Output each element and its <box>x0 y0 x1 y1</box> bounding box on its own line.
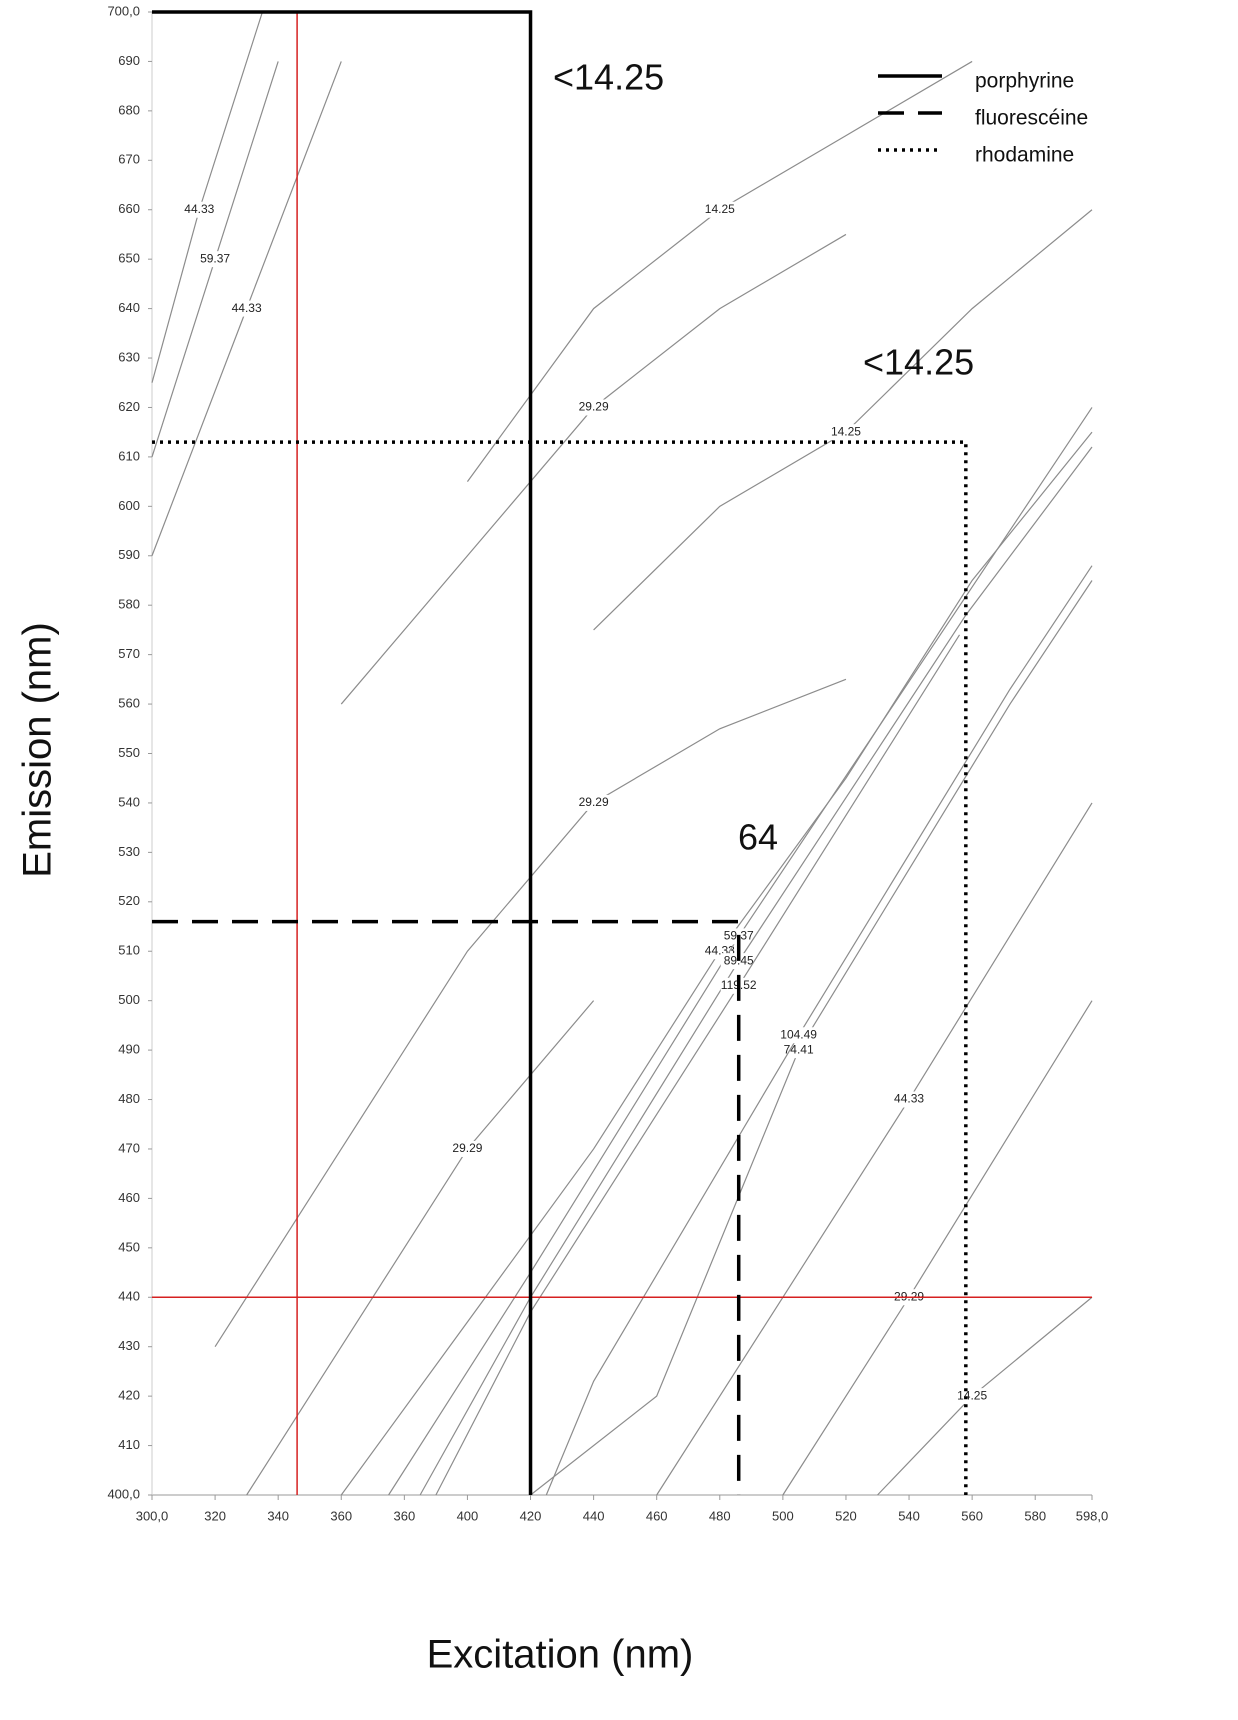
contour-label: 29.29 <box>579 400 609 414</box>
y-tick-label: 670 <box>118 152 140 167</box>
y-tick-label: 550 <box>118 745 140 760</box>
y-tick-label: 450 <box>118 1239 140 1254</box>
x-axis-label: Excitation (nm) <box>427 1633 694 1677</box>
x-tick-label: 480 <box>709 1508 731 1523</box>
y-tick-label: 580 <box>118 597 140 612</box>
contour-line <box>340 233 847 705</box>
y-tick-label: 600 <box>118 498 140 513</box>
contour-label-bg <box>701 201 738 218</box>
contour-label: 29.29 <box>579 795 609 809</box>
contour-line <box>340 431 1093 1496</box>
contour-label: 59.37 <box>200 251 230 265</box>
contour-label: 29.29 <box>894 1289 924 1303</box>
y-tick-label: 470 <box>118 1140 140 1155</box>
contour-label: 74.41 <box>784 1042 814 1056</box>
contour-line <box>435 634 961 1496</box>
contour-label: 104.49 <box>780 1027 817 1041</box>
y-tick-label: 590 <box>118 547 140 562</box>
x-tick-label: 500 <box>772 1508 794 1523</box>
reference-line <box>152 440 968 1495</box>
x-tick-label: 360 <box>393 1508 415 1523</box>
x-tick-label: 540 <box>898 1508 920 1523</box>
y-tick-label: 420 <box>118 1388 140 1403</box>
contour-label-bg <box>575 794 612 811</box>
contour-line <box>466 60 973 482</box>
contour-label-bg <box>449 1140 486 1157</box>
y-tick-label: 400,0 <box>107 1486 140 1501</box>
x-tick-label: 440 <box>583 1508 605 1523</box>
contour-label-bg <box>827 424 864 441</box>
contour-line <box>593 209 1093 631</box>
contour-label: 44.33 <box>894 1092 924 1106</box>
y-tick-label: 540 <box>118 794 140 809</box>
y-tick-label: 410 <box>118 1437 140 1452</box>
y-tick-label: 660 <box>118 201 140 216</box>
y-axis-label: Emission (nm) <box>16 622 60 878</box>
annotation: <14.25 <box>863 342 974 383</box>
contour-label: 14.25 <box>831 424 861 438</box>
y-tick-label: 500 <box>118 992 140 1007</box>
x-tick-label: 560 <box>961 1508 983 1523</box>
contour-label-bg <box>780 1027 817 1044</box>
contour-label-bg <box>780 1042 817 1059</box>
contour-label-bg <box>228 300 265 317</box>
x-tick-label: 300,0 <box>136 1508 169 1523</box>
annotation-box <box>712 818 782 862</box>
y-tick-label: 440 <box>118 1289 140 1304</box>
x-tick-label: 598,0 <box>1076 1508 1109 1523</box>
x-tick-label: 400 <box>457 1508 479 1523</box>
y-tick-label: 460 <box>118 1190 140 1205</box>
legend-label: porphyrine <box>975 70 1074 93</box>
contour-line <box>545 565 1093 1496</box>
y-tick-label: 640 <box>118 300 140 315</box>
legend-label: fluorescéine <box>975 107 1088 130</box>
contour-label-bg <box>954 1388 991 1405</box>
y-tick-label: 480 <box>118 1091 140 1106</box>
contour-label-bg <box>720 953 757 970</box>
contour-label-bg <box>197 251 234 268</box>
annotation: <14.25 <box>553 57 664 98</box>
annotation: 64 <box>738 817 778 858</box>
contour-line <box>656 802 1093 1496</box>
x-tick-label: 520 <box>835 1508 857 1523</box>
reference-line <box>152 10 533 1495</box>
y-tick-label: 520 <box>118 893 140 908</box>
y-tick-label: 700,0 <box>107 3 140 18</box>
contour-line <box>151 11 263 383</box>
contour-label: 44.33 <box>232 301 262 315</box>
y-tick-label: 510 <box>118 943 140 958</box>
contour-label-bg <box>575 399 612 416</box>
contour-label: 14.25 <box>705 202 735 216</box>
contour-label: 44.33 <box>184 202 214 216</box>
x-tick-label: 580 <box>1024 1508 1046 1523</box>
y-tick-label: 560 <box>118 696 140 711</box>
y-tick-label: 490 <box>118 1042 140 1057</box>
x-tick-label: 320 <box>204 1508 226 1523</box>
contour-line <box>782 1000 1093 1496</box>
x-tick-label: 420 <box>520 1508 542 1523</box>
x-tick-label: 460 <box>646 1508 668 1523</box>
y-tick-label: 620 <box>118 399 140 414</box>
y-tick-label: 430 <box>118 1338 140 1353</box>
y-tick-label: 650 <box>118 251 140 266</box>
x-tick-label: 360 <box>330 1508 352 1523</box>
reference-line <box>152 919 741 1495</box>
y-tick-label: 610 <box>118 448 140 463</box>
y-tick-label: 680 <box>118 102 140 117</box>
contour-label-bg <box>891 1091 928 1108</box>
contour-label: 29.29 <box>452 1141 482 1155</box>
legend-label: rhodamine <box>975 144 1074 167</box>
x-tick-label: 340 <box>267 1508 289 1523</box>
y-tick-label: 530 <box>118 844 140 859</box>
contour-line <box>419 446 1093 1496</box>
contour-label: 14.25 <box>957 1388 987 1402</box>
y-tick-label: 690 <box>118 53 140 68</box>
y-tick-label: 630 <box>118 349 140 364</box>
contour-line <box>246 1000 595 1496</box>
contour-label-bg <box>181 201 218 218</box>
y-tick-label: 570 <box>118 646 140 661</box>
